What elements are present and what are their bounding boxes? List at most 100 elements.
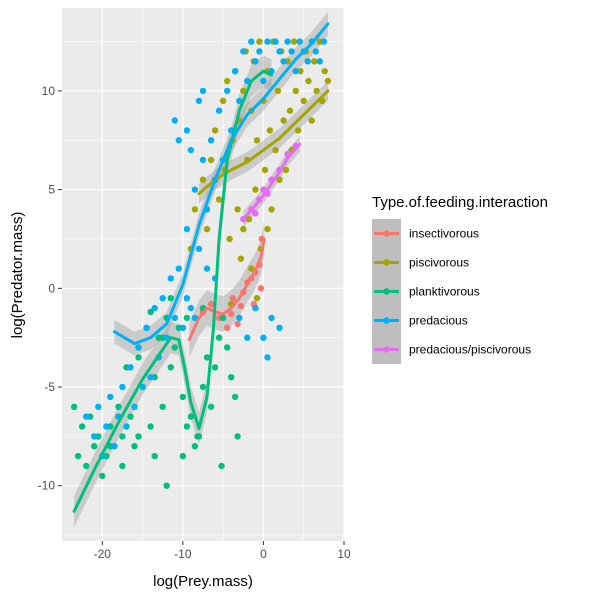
data-point [187,146,195,154]
data-point [320,38,328,45]
data-point [95,403,102,410]
data-point [159,295,166,302]
data-point [229,295,236,302]
data-point [324,77,332,85]
data-point [135,354,142,361]
data-point [147,374,154,381]
data-point [211,127,219,134]
data-point [147,308,154,316]
data-point [232,68,239,75]
data-point [240,87,247,95]
data-point [207,137,215,144]
data-point [203,265,211,272]
data-point [187,304,195,312]
data-point [276,324,283,331]
data-point [175,137,182,144]
confidence-ribbon [74,55,272,528]
data-point [272,146,279,154]
data-point [103,423,110,430]
data-point [123,423,130,430]
x-tick-label: -10 [174,547,192,561]
data-point [163,482,170,489]
data-point [187,413,195,420]
data-point [224,87,231,95]
legend-key-point [383,288,390,295]
y-tick-label: 0 [48,281,55,295]
data-point [252,210,259,217]
data-point [312,48,319,55]
data-point [224,324,231,331]
data-point [191,206,199,213]
data-point [179,324,187,331]
y-tick-label: -5 [44,380,55,394]
data-point [237,255,245,262]
data-point [260,77,267,85]
legend: Type.of.feeding.interaction insectivorou… [372,194,548,364]
data-point [232,393,239,401]
data-point [321,68,328,75]
data-point [211,364,219,371]
data-point [127,364,134,371]
data-point [91,443,98,450]
data-point [203,225,211,233]
data-point [234,433,241,440]
legend-key-point [383,317,390,324]
data-point [171,314,178,322]
data-point [199,156,207,164]
data-point [253,137,261,144]
data-point [234,320,241,328]
data-point [280,58,287,65]
data-point [83,462,90,470]
data-point [127,413,134,420]
minor-gridlines [62,8,344,541]
data-point [284,38,291,45]
data-point [226,235,233,243]
data-point [74,452,82,460]
data-point [107,393,114,401]
data-point [143,324,150,331]
data-point [288,48,295,55]
confidence-ribbon [114,11,328,356]
data-point [228,310,235,318]
data-point [207,403,215,410]
data-point [300,97,307,105]
data-point [91,433,98,440]
data-point [183,127,191,134]
plot-panel [62,8,344,541]
data-point [167,364,174,371]
data-point [261,166,269,174]
data-point [245,216,253,223]
data-point [199,87,207,95]
data-point [191,314,199,322]
data-point [316,58,323,65]
data-point [240,48,247,55]
legend-label: planktivorous [409,285,480,299]
data-point [236,97,243,105]
data-point [191,443,199,450]
data-point [268,206,275,213]
data-point [183,314,191,322]
data-point [252,58,259,65]
data-point [159,403,166,410]
x-tick-label: -20 [94,547,112,561]
data-point [240,225,247,233]
data-point [286,107,294,114]
confidence-ribbon [189,221,265,358]
legend-label: predacious/piscivorous [409,343,531,357]
data-point [237,302,245,310]
data-point [191,186,199,193]
data-point [234,206,241,213]
legend-label: piscivorous [409,256,469,270]
data-point [268,314,275,322]
data-point [252,304,259,312]
data-point [276,176,283,183]
data-point [296,38,303,45]
data-point [70,403,78,410]
data-point [175,265,182,272]
legend-key-point [383,346,390,353]
x-tick-label: 0 [260,547,267,561]
data-point [274,87,282,95]
data-point [272,38,279,45]
y-tick-label: -10 [38,479,56,493]
